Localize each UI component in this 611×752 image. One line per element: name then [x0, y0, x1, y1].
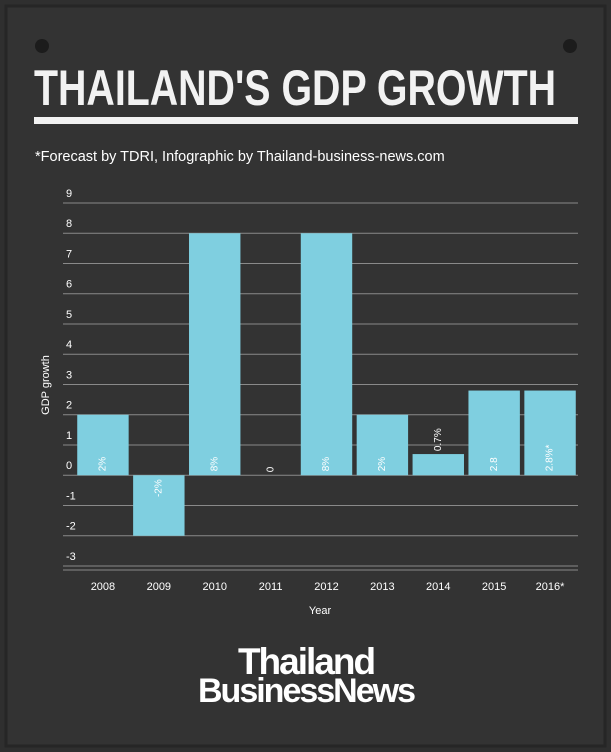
y-tick-label: 1	[66, 430, 72, 442]
bar	[412, 454, 464, 476]
x-tick-label: 2011	[259, 581, 283, 593]
title-underline	[34, 117, 578, 124]
bar	[300, 233, 353, 476]
value-label: 2.8	[489, 457, 500, 471]
y-tick-label: 4	[66, 339, 72, 351]
bar	[524, 390, 576, 476]
y-tick-label: 8	[66, 218, 72, 230]
y-tick-label: 7	[66, 248, 72, 260]
y-tick-label: -1	[66, 490, 76, 502]
brand-line: Thailand	[238, 641, 375, 682]
y-tick-label: -3	[66, 551, 76, 563]
x-tick-label: 2014	[426, 581, 450, 593]
value-label: 0	[265, 466, 276, 472]
subtitle: *Forecast by TDRI, Infographic by Thaila…	[35, 149, 445, 165]
value-label: 0.7%	[433, 428, 444, 451]
value-label: 2.8%*	[545, 444, 556, 471]
y-tick-label: 9	[66, 188, 72, 200]
value-label: 2%	[377, 457, 388, 472]
bar	[468, 390, 520, 476]
x-tick-label: 2010	[202, 581, 226, 593]
bar	[133, 475, 185, 536]
chart-title: THAILAND'S GDP GROWTH	[34, 60, 556, 116]
x-tick-label: 2009	[147, 581, 171, 593]
x-tick-label: 2012	[314, 581, 338, 593]
y-tick-label: -2	[66, 521, 76, 533]
bar	[356, 414, 409, 476]
y-tick-label: 0	[66, 460, 72, 472]
pin	[563, 39, 577, 53]
x-tick-label: 2013	[370, 581, 394, 593]
y-tick-label: 3	[66, 369, 72, 381]
y-tick-label: 6	[66, 279, 72, 291]
value-label: 8%	[321, 457, 332, 472]
value-label: 2%	[98, 457, 109, 472]
x-axis-label: Year	[309, 605, 332, 617]
y-tick-label: 5	[66, 309, 72, 321]
value-label: 8%	[209, 457, 220, 472]
bar	[77, 414, 129, 476]
brand-line: BusinessNews	[198, 672, 415, 710]
bar	[189, 233, 241, 476]
x-tick-label: 2008	[91, 581, 115, 593]
value-label: -2%	[153, 479, 164, 497]
y-axis-label: GDP growth	[40, 355, 52, 415]
x-tick-label: 2015	[482, 581, 506, 593]
y-tick-label: 2	[66, 400, 72, 412]
x-tick-label: 2016*	[536, 581, 565, 593]
pin	[35, 39, 49, 53]
